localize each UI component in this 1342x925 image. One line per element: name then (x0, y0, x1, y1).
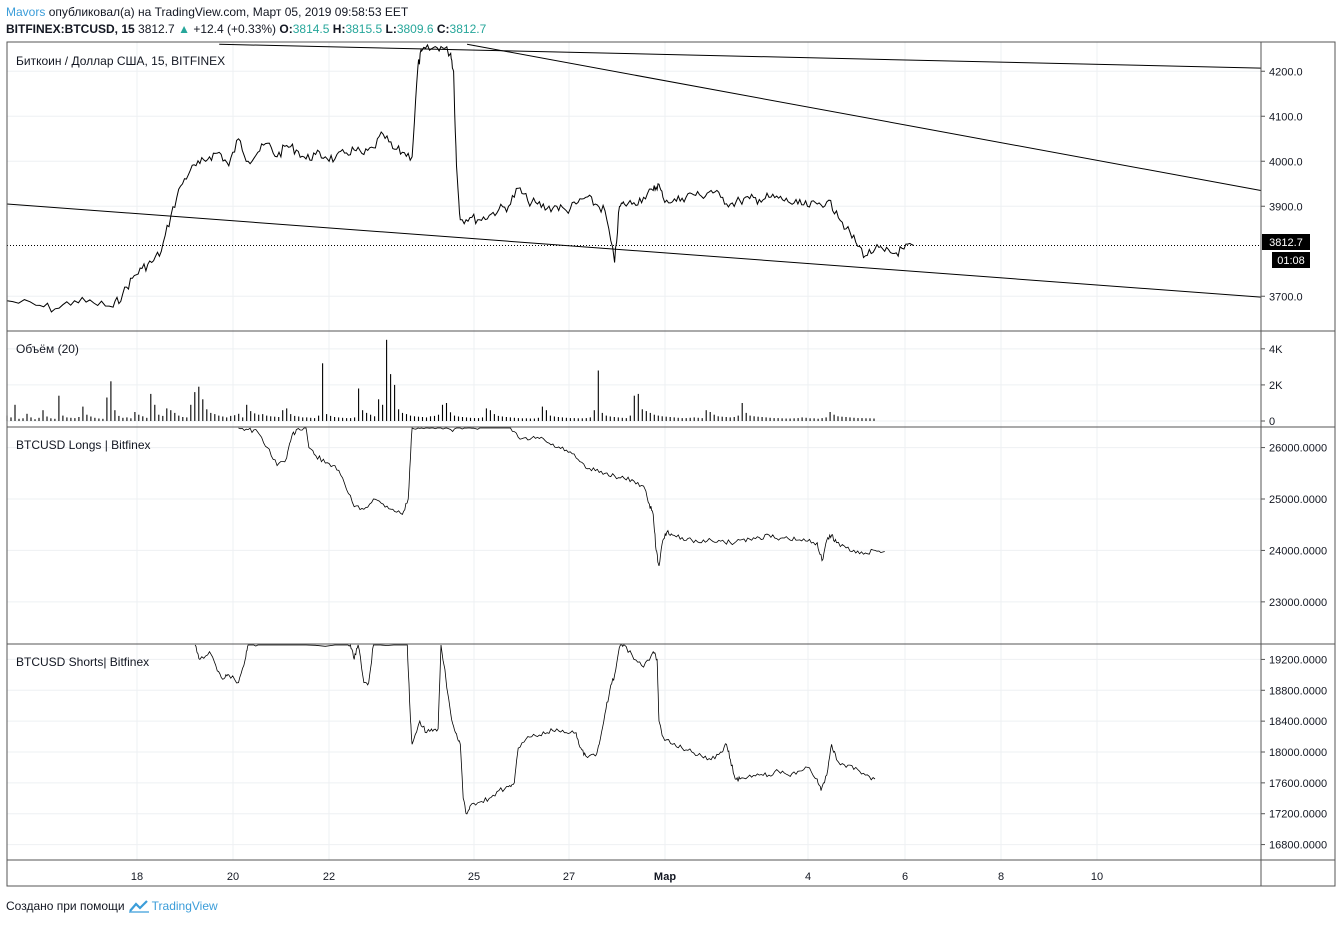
open-label: O: (279, 22, 293, 36)
y-tick-label: 3700.0 (1269, 291, 1303, 303)
y-tick-label: 24000.0000 (1269, 545, 1327, 557)
tradingview-logo-icon (128, 900, 149, 913)
last-price-badge-text: 3812.7 (1269, 237, 1303, 249)
trendline (6, 203, 1261, 298)
price-series-line (6, 43, 914, 313)
countdown-badge-text: 01:08 (1277, 255, 1305, 267)
footer-text: Создано при помощи (6, 899, 125, 913)
up-arrow-icon: ▲ (178, 22, 190, 36)
y-tick-label: 26000.0000 (1269, 443, 1327, 455)
y-tick-label: 18000.0000 (1269, 747, 1327, 759)
y-tick-label: 4K (1269, 344, 1283, 356)
trendline (219, 43, 1261, 69)
price-pane-title: Биткоин / Доллар США, 15, BITFINEX (16, 54, 225, 68)
x-tick-label: 6 (902, 871, 908, 883)
symbol-info: BITFINEX:BTCUSD, 15 3812.7 ▲ +12.4 (+0.3… (6, 22, 486, 36)
pane-frames (6, 41, 1336, 887)
last-price-badge: 3812.7 (1262, 234, 1310, 250)
grid-lines (7, 42, 1261, 860)
tradingview-link[interactable]: TradingView (151, 899, 218, 913)
x-tick-label: 18 (131, 871, 143, 883)
price-change: +12.4 (+0.33%) (193, 22, 277, 36)
y-tick-label: 23000.0000 (1269, 597, 1327, 609)
author-link[interactable]: Mavors (6, 5, 46, 19)
chart-border (6, 41, 1336, 887)
x-tick-label: 27 (563, 871, 575, 883)
x-tick-label: 25 (468, 871, 480, 883)
y-tick-label: 16800.0000 (1269, 840, 1327, 852)
close-value: 3812.7 (449, 22, 487, 36)
high-label: H: (332, 22, 346, 36)
y-tick-label: 19200.0000 (1269, 654, 1327, 666)
y-tick-label: 4200.0 (1269, 66, 1303, 78)
x-tick-label: Мар (654, 871, 676, 883)
symbol-label: BITFINEX:BTCUSD, 15 (6, 22, 135, 36)
y-tick-label: 4100.0 (1269, 111, 1303, 123)
y-tick-label: 18800.0000 (1269, 685, 1327, 697)
x-tick-label: 8 (998, 871, 1004, 883)
y-tick-label: 25000.0000 (1269, 494, 1327, 506)
low-label: L: (385, 22, 397, 36)
y-tick-label: 17200.0000 (1269, 809, 1327, 821)
close-label: C: (436, 22, 450, 36)
countdown-badge: 01:08 (1272, 252, 1310, 268)
shorts-pane-title: BTCUSD Shorts| Bitfinex (16, 655, 149, 669)
x-tick-label: 22 (323, 871, 335, 883)
open-value: 3814.5 (292, 22, 330, 36)
y-tick-label: 0 (1269, 416, 1275, 428)
y-tick-label: 4000.0 (1269, 156, 1303, 168)
x-tick-label: 20 (227, 871, 239, 883)
last-price: 3812.7 (138, 22, 175, 36)
x-tick-label: 10 (1091, 871, 1103, 883)
published-text: опубликовал(а) на TradingView.com, Март … (48, 5, 409, 19)
y-tick-label: 17600.0000 (1269, 778, 1327, 790)
y-tick-label: 18400.0000 (1269, 716, 1327, 728)
x-tick-label: 4 (805, 871, 811, 883)
high-value: 3815.5 (345, 22, 383, 36)
chart-marks (6, 43, 1261, 815)
axis-labels: 4200.0 4100.0 4000.0 3900.0 3700.0 4K 2K 0 26000… (131, 66, 1327, 883)
y-tick-label: 2K (1269, 380, 1283, 392)
volume-pane-title: Объём (20) (16, 342, 79, 356)
longs-series-line (238, 427, 885, 567)
shorts-series-line (194, 644, 876, 815)
low-value: 3809.6 (396, 22, 434, 36)
longs-pane-title: BTCUSD Longs | Bitfinex (16, 438, 151, 452)
trendline (466, 43, 1261, 191)
publish-info: Mavors опубликовал(а) на TradingView.com… (6, 5, 408, 19)
footer: Создано при помощи TradingView (6, 899, 218, 913)
y-tick-label: 3900.0 (1269, 201, 1303, 213)
